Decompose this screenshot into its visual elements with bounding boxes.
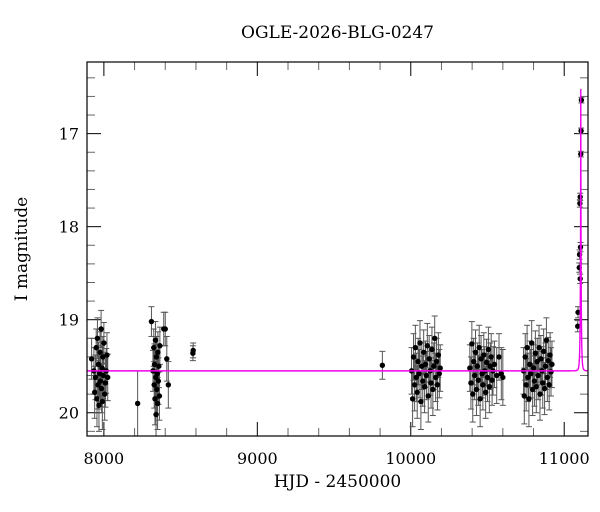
tick-labels: 8000 9000 10000 11000 17 18 19 20 [59,125,590,468]
y-tick-label: 17 [59,125,79,144]
data-points [88,97,585,418]
y-tick-label: 18 [59,218,79,237]
model-curve [87,88,589,372]
axis-ticks [87,62,588,436]
x-tick-label: 8000 [84,449,125,468]
x-tick-label: 11000 [539,449,590,468]
x-axis-label: HJD - 2450000 [273,472,402,492]
y-tick-label: 20 [59,404,79,423]
x-tick-label: 10000 [385,449,436,468]
y-tick-label: 19 [59,311,79,330]
error-bars [88,96,585,437]
x-tick-label: 9000 [237,449,278,468]
plot-frame [86,61,589,437]
chart-title: OGLE-2026-BLG-0247 [241,23,434,43]
